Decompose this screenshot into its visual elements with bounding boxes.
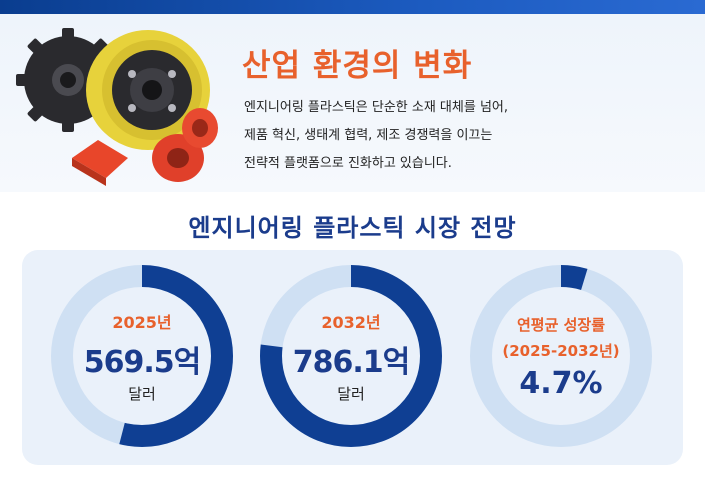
hero-description: 엔지니어링 플라스틱은 단순한 소재 대체를 넘어, 제품 혁신, 생태계 협력… xyxy=(244,94,684,178)
plastic-parts-illustration xyxy=(16,28,218,186)
donut-ring xyxy=(51,265,233,447)
gauge-cagr: 연평균 성장률 (2025-2032년) 4.7% xyxy=(467,262,655,450)
hero-description-line: 전략적 플랫폼으로 진화하고 있습니다. xyxy=(244,156,452,171)
donut-ring xyxy=(260,265,442,447)
hero-description-line: 제품 혁신, 생태계 협력, 제조 경쟁력을 이끄는 xyxy=(244,128,493,143)
hero-section: 산업 환경의 변화 엔지니어링 플라스틱은 단순한 소재 대체를 넘어, 제품 … xyxy=(0,14,705,192)
gauge-2025: 2025년 569.5억 달러 xyxy=(48,262,236,450)
top-banner-stripe xyxy=(0,0,705,14)
hero-description-line: 엔지니어링 플라스틱은 단순한 소재 대체를 넘어, xyxy=(244,100,508,115)
gauge-unit: 달러 xyxy=(337,384,365,403)
hero-title: 산업 환경의 변화 xyxy=(242,48,473,84)
yellow-wheel-icon xyxy=(86,30,210,150)
gauge-value: 786.1억 xyxy=(292,344,410,380)
gauge-value: 569.5억 xyxy=(83,344,201,380)
gauge-cagr-period: (2025-2032년) xyxy=(502,341,620,360)
gauge-year-label: 2032년 xyxy=(321,312,381,332)
ring-progress xyxy=(260,265,442,447)
gauge-cagr-label: 연평균 성장률 xyxy=(516,315,606,334)
gauge-year-label: 2025년 xyxy=(112,312,172,332)
gauge-value: 4.7% xyxy=(519,365,603,401)
gauge-2032: 2032년 786.1억 달러 xyxy=(257,262,445,450)
donut-ring xyxy=(470,265,652,447)
gauge-unit: 달러 xyxy=(128,384,156,403)
orange-cylinder-parts-icon xyxy=(72,108,218,186)
market-outlook-title: 엔지니어링 플라스틱 시장 전망 xyxy=(188,214,517,242)
ring-progress xyxy=(470,265,652,447)
ring-progress xyxy=(51,265,233,447)
